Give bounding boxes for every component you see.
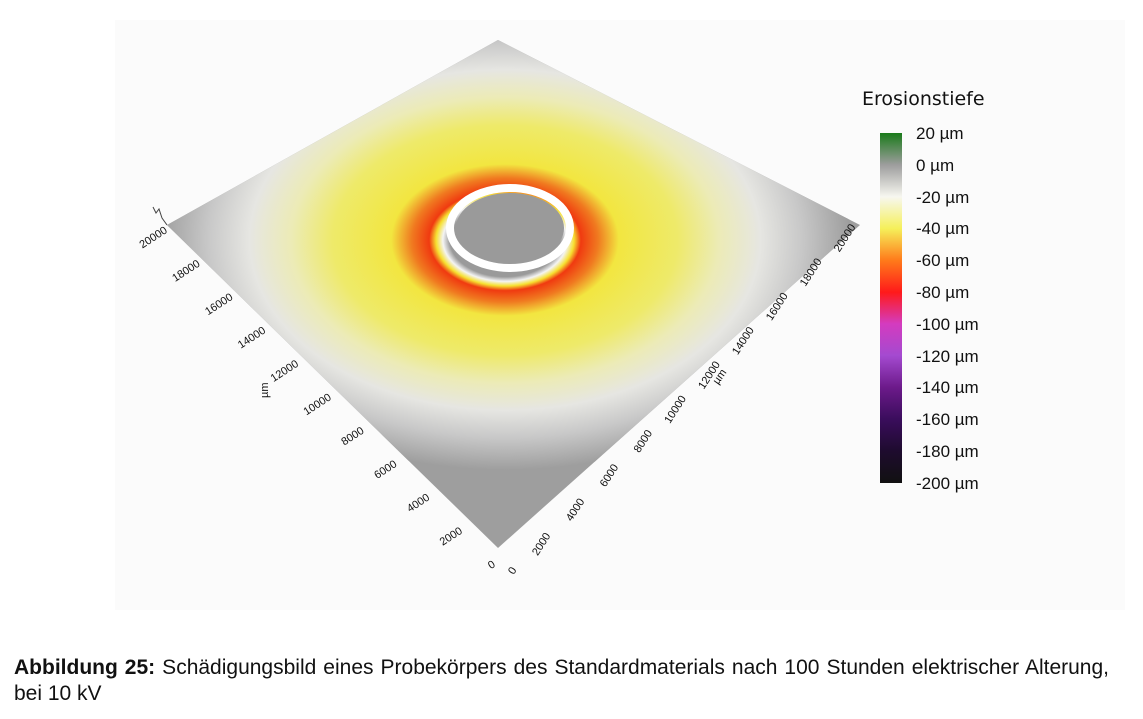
right-axis-tick: 6000 xyxy=(598,462,621,489)
left-axis-tick: 14000 xyxy=(236,325,268,352)
colorbar-label: -80 µm xyxy=(916,283,970,302)
left-axis-tick: 0 xyxy=(486,558,498,571)
right-axis-tick: 2000 xyxy=(530,531,553,558)
colorbar-label: 20 µm xyxy=(916,124,964,143)
colorbar-label: -180 µm xyxy=(916,442,979,461)
left-axis-tick: 18000 xyxy=(170,258,202,285)
electrode-center xyxy=(456,193,564,263)
colorbar-label: -120 µm xyxy=(916,346,979,366)
colorbar-title: Erosionstiefe xyxy=(862,88,985,110)
left-axis-tick: 20000 xyxy=(137,224,169,251)
caption-label: Abbildung 25: xyxy=(14,656,156,679)
corner-spike xyxy=(152,206,168,226)
colorbar-label: -200 µm xyxy=(916,473,979,493)
right-axis-tick: 10000 xyxy=(662,394,689,426)
colorbar-label: 0 µm xyxy=(916,155,955,175)
right-axis-tick: 8000 xyxy=(632,428,655,455)
surface-plot: 0200040006000800010000120001400016000180… xyxy=(137,40,860,577)
colorbar xyxy=(880,133,902,483)
colorbar-label: -140 µm xyxy=(916,378,979,398)
left-axis-tick: 10000 xyxy=(301,391,333,418)
colorbar-label: -160 µm xyxy=(916,410,979,430)
colorbar-label: -40 µm xyxy=(916,219,970,239)
left-axis-tick: 2000 xyxy=(438,525,465,548)
left-axis-tick: 16000 xyxy=(203,291,235,318)
colorbar-label: -60 µm xyxy=(916,251,970,271)
colorbar-label: -20 µm xyxy=(916,187,970,207)
right-axis-tick: 0 xyxy=(506,565,519,577)
left-axis-tick: 6000 xyxy=(372,458,399,481)
left-axis-tick: 12000 xyxy=(269,358,301,385)
electrode-ring xyxy=(446,184,574,272)
left-axis-tick: 4000 xyxy=(405,492,432,515)
colorbar-label: -100 µm xyxy=(916,314,979,334)
figure-caption: Abbildung 25: Schädigungsbild eines Prob… xyxy=(14,655,1109,707)
caption-text: Schädigungsbild eines Probekörpers des S… xyxy=(14,656,1109,705)
right-axis-tick: 4000 xyxy=(564,496,587,523)
left-axis-tick: 8000 xyxy=(339,425,366,448)
left-axis-unit: µm xyxy=(259,382,271,398)
